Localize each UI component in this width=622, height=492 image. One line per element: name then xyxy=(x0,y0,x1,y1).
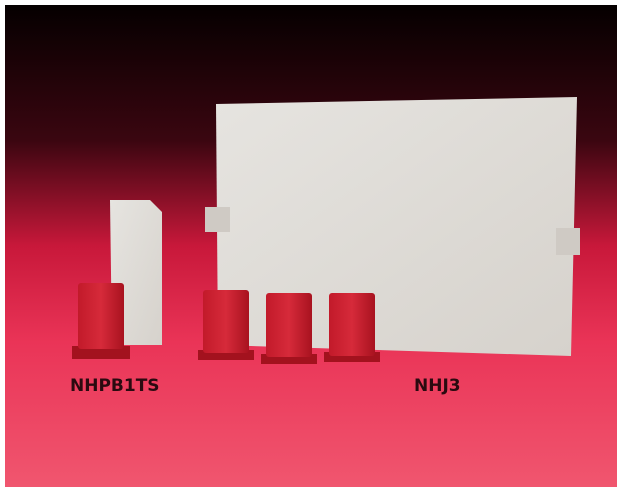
panel-tab xyxy=(205,207,230,232)
large-panel xyxy=(216,97,577,356)
panel-tab xyxy=(556,228,580,255)
red-block xyxy=(198,290,254,360)
red-block xyxy=(261,293,317,364)
product-label: NHJ3 xyxy=(414,376,461,396)
red-block xyxy=(324,293,380,362)
product-label: NHPB1TS xyxy=(70,376,160,396)
red-block xyxy=(72,283,130,359)
